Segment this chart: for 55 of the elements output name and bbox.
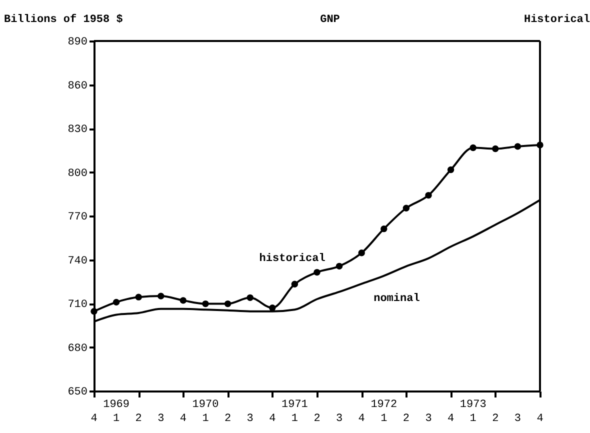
point — [336, 262, 343, 270]
x-tick-label: 2 — [314, 413, 320, 425]
text: Historical — [524, 14, 590, 26]
series-label: historical — [259, 253, 326, 266]
y-tick-label: 710 — [68, 299, 88, 311]
point — [180, 297, 187, 304]
x-tick-label: 3 — [246, 413, 254, 425]
point — [470, 144, 476, 152]
x-tick-label: 4 — [447, 413, 454, 425]
x-tick-label: 4 — [536, 413, 544, 425]
point — [269, 304, 276, 312]
y-tick-label: 740 — [68, 255, 88, 268]
y-tick-label: 830 — [68, 124, 88, 136]
x-tick-label: 2 — [135, 413, 142, 425]
x-tick-label: 1973 1 — [460, 399, 486, 425]
x-tick-label: 2 — [492, 413, 499, 425]
point — [380, 225, 388, 232]
point — [425, 192, 432, 199]
point — [291, 280, 298, 288]
y-tick-label: 770 — [68, 212, 88, 224]
x-tick-label: 3 — [514, 413, 522, 425]
y-tick-label: 800 — [68, 168, 88, 180]
point — [358, 250, 365, 256]
point — [135, 294, 142, 300]
point — [492, 145, 499, 152]
point — [202, 300, 209, 308]
point — [246, 294, 254, 302]
point — [402, 204, 410, 212]
point — [514, 143, 522, 150]
y-axis-title: Billions of 1958 $ — [4, 13, 124, 26]
x-tick-label: 1971 1 — [281, 399, 308, 425]
x-tick-label: 2 — [224, 413, 232, 425]
point — [447, 166, 454, 174]
y-tick-label: 680 — [68, 342, 88, 355]
y-tick-label: 890 — [68, 36, 88, 48]
x-tick-label: 3 — [336, 413, 343, 425]
point — [314, 268, 320, 276]
x-tick-label: 3 — [158, 413, 164, 425]
x-tick-label: 2 — [402, 413, 410, 425]
x-tick-label: 4 — [180, 413, 187, 425]
y-tick-label: 650 — [68, 386, 88, 398]
x-tick-label: 4 — [90, 413, 98, 425]
series-label: nominal — [374, 292, 420, 305]
x-tick-label: 1970 1 — [192, 399, 219, 425]
point — [158, 292, 164, 300]
x-tick-label: 4 — [358, 413, 366, 425]
x-tick-label: 1972 1 — [370, 399, 398, 425]
x-tick-label: 4 — [269, 413, 276, 425]
chart-title: GNP — [320, 14, 340, 26]
point — [90, 308, 98, 315]
y-tick-label: 860 — [68, 80, 88, 92]
point — [112, 298, 120, 306]
x-tick-label: 3 — [425, 413, 432, 425]
x-tick-label: 1969 1 — [103, 399, 130, 425]
point — [224, 300, 232, 308]
